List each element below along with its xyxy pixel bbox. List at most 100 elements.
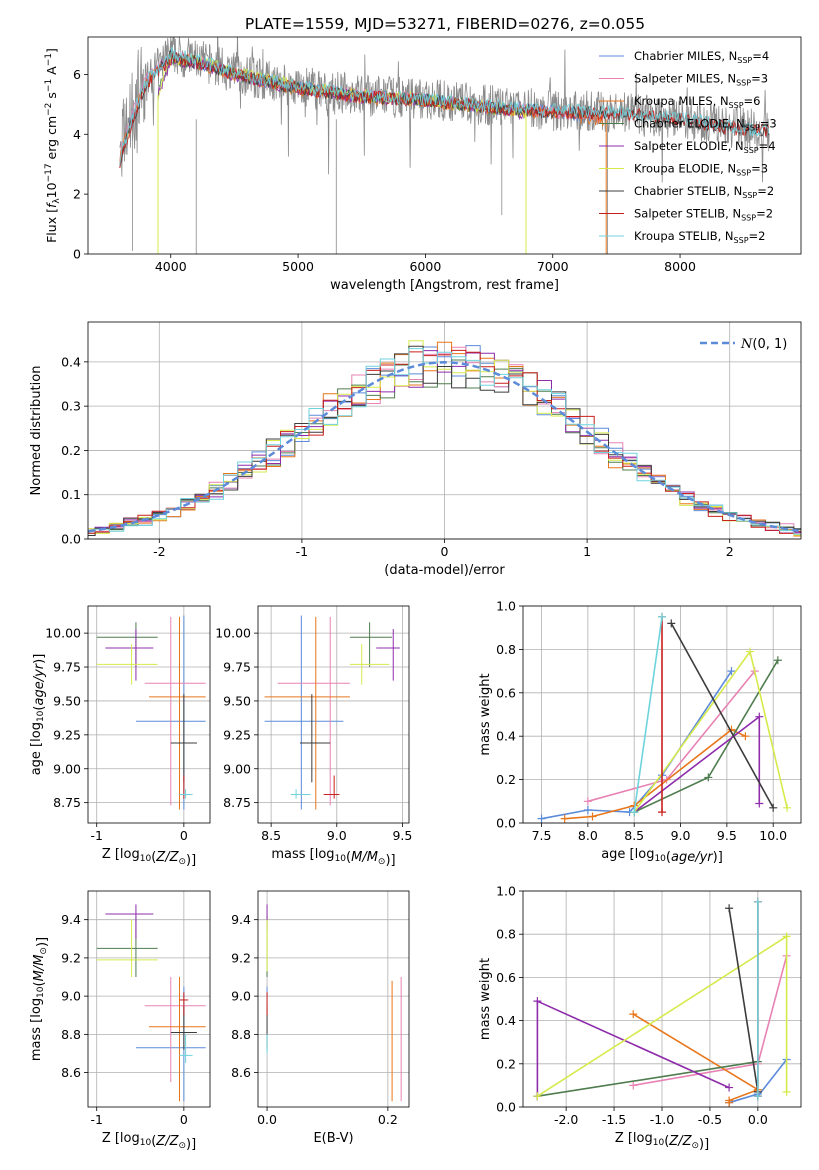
panel-frame [522,605,802,824]
label-part: Z [log [102,1131,140,1146]
y-tick-label: 9.4 [61,912,81,927]
panel-frame [87,890,211,1108]
legend-sub: SSP [734,236,749,245]
label-part: Z [155,850,166,865]
legend-main: Chabrier STELIB, N [634,184,742,198]
legend-tail: =4 [752,49,769,63]
weight-marker [727,667,736,676]
label-part: Z [169,850,180,865]
x-tick-label: 6000 [409,259,441,274]
panel-frame [87,605,211,824]
x-tick-label: 0 [441,544,449,559]
legend-tail: =2 [757,184,774,198]
weight-marker [725,1083,734,1092]
x-tick-label: 0 [180,828,188,843]
x-tick-label: 5000 [282,259,314,274]
weight-marker [537,814,546,823]
label-part: Z [log [615,1131,653,1146]
label-part: 10 [44,182,59,198]
legend-label: Kroupa STELIB, NSSP=2 [634,229,765,245]
weight-line-kroupa-miles [632,1013,760,1103]
legend-main: N [740,337,753,352]
label-part: erg cm [44,116,59,164]
label-part: s [44,92,59,103]
label-part: ( [346,850,351,865]
label-part: ( [151,1134,156,1149]
label-part: −17 [44,163,54,182]
y-tick-label: 9.00 [53,761,81,776]
x-tick-label: -1.0 [650,1112,674,1127]
label-part: )] [713,850,723,865]
weight-marker [753,897,762,906]
label-part: / [32,675,47,682]
model-spectrum-salpeter-miles [119,51,605,162]
legend-sub: SSP [736,169,751,178]
y-tick-label: 9.75 [223,660,251,675]
residuals-xlabel: (data-model)/error [384,563,505,578]
x-tick-label: 9.5 [392,828,412,843]
legend-tail: =3 [751,72,768,86]
panel-frame [87,36,802,255]
x-tick-label: 8.0 [578,828,598,843]
label-part: )] [699,1137,709,1152]
label-part: age [671,850,695,865]
weight-marker [630,808,639,817]
label-part: / [164,850,171,865]
weight-marker [667,619,676,628]
label-part: age [32,681,47,705]
legend-main: Salpeter MILES, N [634,72,736,86]
y-tick-label: 0 [73,247,81,262]
age-vs-Z-ylabel: age [log10(age/yr)] [29,654,47,776]
weight-marker [783,803,792,812]
label-part: Z [log [102,847,140,862]
weight-line-salpeter-elodie [633,715,761,813]
y-tick-label: 8.6 [231,1065,251,1080]
y-tick-label: 10.00 [215,626,251,641]
y-tick-label: 0.4 [496,729,516,744]
label-part: −1 [44,79,54,92]
legend-label: Kroupa ELODIE, NSSP=3 [634,162,768,178]
histograms [88,340,801,537]
label-part: ( [32,981,47,986]
y-tick-label: 8.8 [61,1027,81,1042]
label-part: mass [log [29,998,44,1061]
weight-marker [753,1092,762,1101]
y-tick-label: 6 [73,67,81,82]
histogram-kroupa-miles [88,341,801,537]
age-vs-Z-xlabel: Z [log10(Z/Z⊙)] [102,847,196,868]
y-tick-label: 0.0 [496,816,516,831]
label-part: )] [385,853,395,868]
histogram-chabrier-miles [88,345,801,532]
y-tick-label: 9.0 [231,989,251,1004]
label-part: ( [664,1134,669,1149]
x-tick-label: 1 [583,544,591,559]
model-spectrum-kroupa-stelib [119,46,770,165]
weight-marker [725,1096,734,1105]
label-part: 10 [653,1138,665,1148]
mass-vs-Z-xlabel: Z [log10(Z/Z⊙)] [102,1131,196,1152]
label-part: ⊙ [691,1141,699,1151]
age-vs-mass-xlabel: mass [log10(M/M⊙)] [271,847,395,868]
mass-vs-ebv-xlabel: E(B-V) [313,1131,353,1146]
x-tick-label: 8.5 [624,828,644,843]
legend-main: Kroupa MILES, N [634,94,729,108]
histogram-kroupa-elodie [88,340,801,536]
x-tick-label: -2.0 [554,1112,578,1127]
y-tick-label: 0.0 [496,1100,516,1115]
weight-marker [725,904,734,913]
y-tick-label: 9.00 [223,761,251,776]
x-tick-label: 8.5 [261,828,281,843]
y-tick-label: 8.6 [61,1065,81,1080]
panel-age-vs-Z: -1 0 8.75 9.00 9.25 9.50 9.75 10.00 [45,606,210,843]
label-part: ⊙ [178,1141,186,1151]
y-tick-label: 1.0 [496,884,516,899]
legend-sub: SSP [737,56,752,65]
label-part: M [32,970,47,981]
x-tick-label: 9.0 [671,828,691,843]
panel-frame [257,890,410,1108]
weight-vs-Z-ylabel: mass weight [478,958,493,1040]
x-tick-label: 0.2 [378,1112,398,1127]
legend-sub: SSP [744,146,759,155]
weight-marker [741,732,750,741]
legend-tail: =2 [756,207,773,221]
